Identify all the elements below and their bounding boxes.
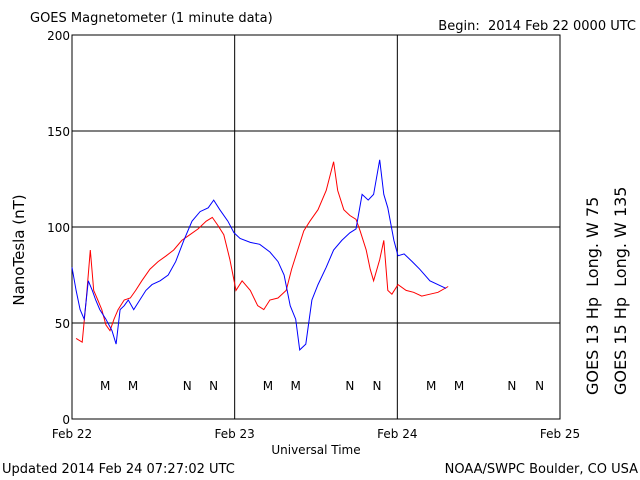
series-line	[75, 161, 449, 344]
series-line	[71, 159, 447, 351]
noon-midnight-marker: M	[263, 379, 273, 393]
noon-midnight-marker: M	[426, 379, 436, 393]
x-tick-label: Feb 23	[214, 427, 254, 441]
noon-midnight-marker: N	[183, 379, 192, 393]
legend-entry: GOES 15 Hp Long. W 135	[611, 187, 630, 395]
noon-midnight-marker: M	[290, 379, 300, 393]
noon-midnight-marker: N	[507, 379, 516, 393]
y-tick-label: 0	[62, 413, 70, 427]
noon-midnight-marker: M	[454, 379, 464, 393]
y-tick-label: 150	[47, 125, 70, 139]
noon-midnight-marker: N	[535, 379, 544, 393]
noon-midnight-marker: N	[373, 379, 382, 393]
y-axis-label: NanoTesla (nT)	[10, 194, 28, 305]
noon-midnight-marker: N	[345, 379, 354, 393]
y-tick-label: 200	[47, 29, 70, 43]
legend-entry: GOES 13 Hp Long. W 75	[583, 197, 602, 395]
x-axis-label: Universal Time	[271, 443, 360, 457]
chart-title: GOES Magnetometer (1 minute data)	[30, 11, 273, 26]
x-tick-label: Feb 24	[377, 427, 417, 441]
chart-subtitle: Begin: 2014 Feb 22 0000 UTC	[438, 19, 636, 34]
plot-frame	[71, 34, 561, 420]
noon-midnight-marker: M	[128, 379, 138, 393]
noon-midnight-marker: N	[209, 379, 218, 393]
y-tick-label: 50	[55, 317, 70, 331]
footer-left: Updated 2014 Feb 24 07:27:02 UTC	[2, 462, 235, 477]
x-tick-label: Feb 25	[540, 427, 580, 441]
footer-right: NOAA/SWPC Boulder, CO USA	[445, 462, 638, 477]
x-tick-label: Feb 22	[52, 427, 92, 441]
noon-midnight-marker: M	[100, 379, 110, 393]
y-tick-label: 100	[47, 221, 70, 235]
